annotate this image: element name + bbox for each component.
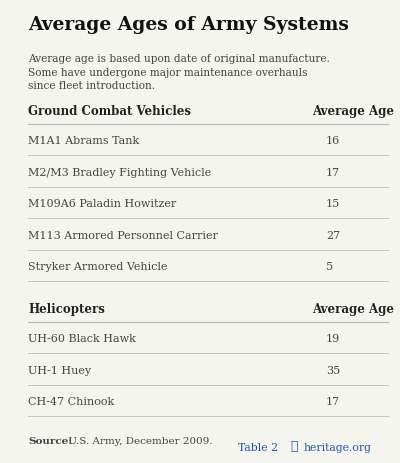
Text: Average Ages of Army Systems: Average Ages of Army Systems xyxy=(28,16,349,34)
Text: CH-47 Chinook: CH-47 Chinook xyxy=(28,397,114,407)
Text: M113 Armored Personnel Carrier: M113 Armored Personnel Carrier xyxy=(28,231,218,241)
Text: U.S. Army, December 2009.: U.S. Army, December 2009. xyxy=(65,437,213,446)
Text: Table 2: Table 2 xyxy=(238,443,278,453)
Text: Average Age: Average Age xyxy=(312,303,394,316)
Text: 35: 35 xyxy=(326,366,340,376)
Text: 17: 17 xyxy=(326,397,340,407)
Text: Ground Combat Vehicles: Ground Combat Vehicles xyxy=(28,105,191,118)
Text: 5: 5 xyxy=(326,262,333,272)
Text: Average Age: Average Age xyxy=(312,105,394,118)
Text: Source:: Source: xyxy=(28,437,72,446)
Text: M2/M3 Bradley Fighting Vehicle: M2/M3 Bradley Fighting Vehicle xyxy=(28,168,211,178)
Text: Stryker Armored Vehicle: Stryker Armored Vehicle xyxy=(28,262,168,272)
Text: heritage.org: heritage.org xyxy=(304,443,372,453)
Text: ⮲: ⮲ xyxy=(290,440,298,453)
Text: UH-60 Black Hawk: UH-60 Black Hawk xyxy=(28,334,136,344)
Text: UH-1 Huey: UH-1 Huey xyxy=(28,366,91,376)
Text: 27: 27 xyxy=(326,231,340,241)
Text: M109A6 Paladin Howitzer: M109A6 Paladin Howitzer xyxy=(28,199,176,209)
Text: 15: 15 xyxy=(326,199,340,209)
Text: 19: 19 xyxy=(326,334,340,344)
Text: 16: 16 xyxy=(326,136,340,146)
Text: 17: 17 xyxy=(326,168,340,178)
Text: Average age is based upon date of original manufacture.
Some have undergone majo: Average age is based upon date of origin… xyxy=(28,54,330,91)
Text: Helicopters: Helicopters xyxy=(28,303,105,316)
Text: M1A1 Abrams Tank: M1A1 Abrams Tank xyxy=(28,136,139,146)
